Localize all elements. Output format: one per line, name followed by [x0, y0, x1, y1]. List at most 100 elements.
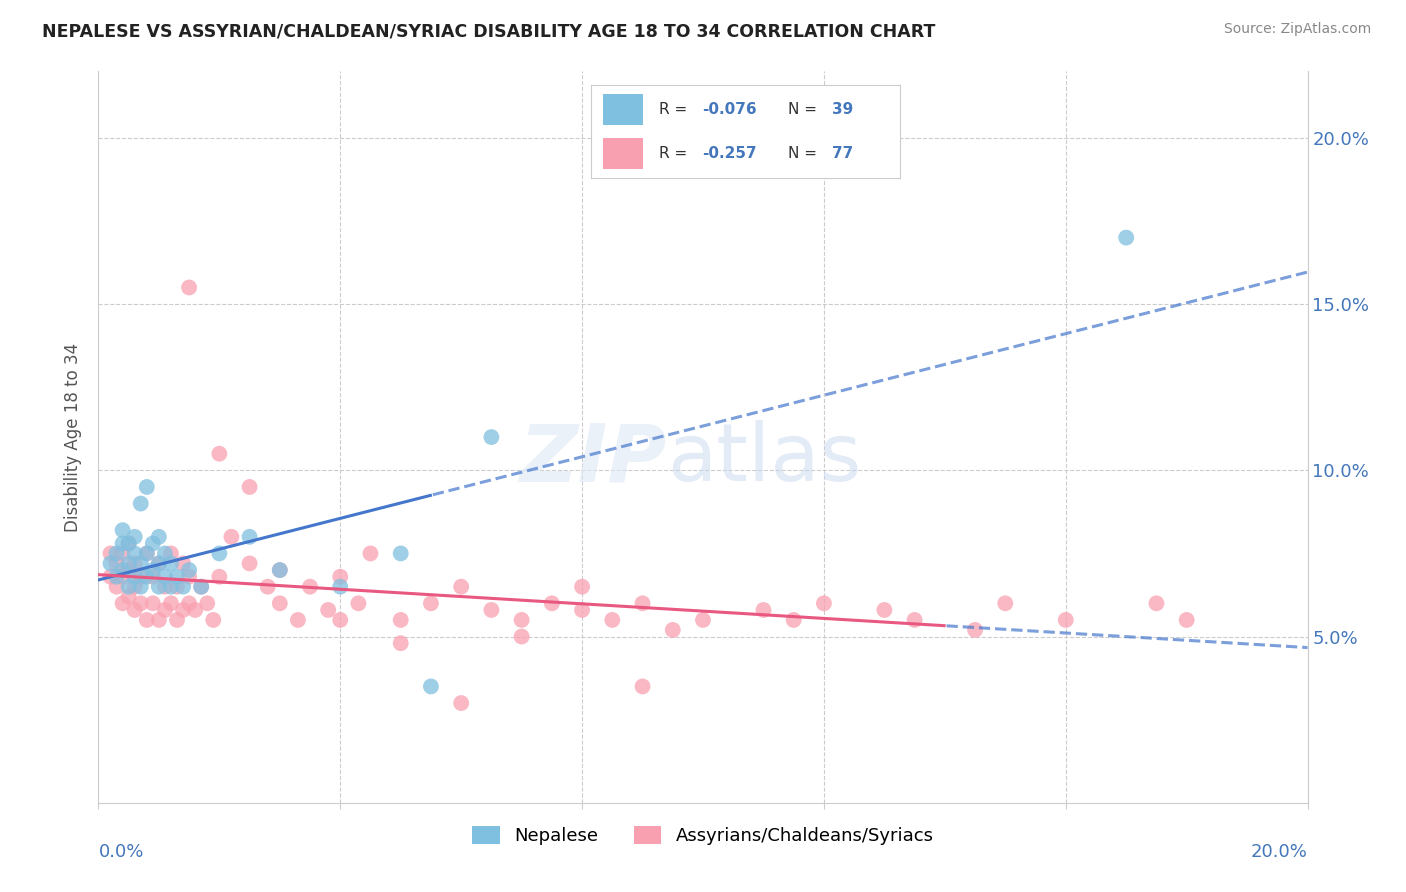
Point [239, 557, 262, 571]
Point [153, 603, 176, 617]
Point [208, 447, 231, 461]
Point [118, 557, 141, 571]
Point [172, 603, 194, 617]
Point [540, 596, 562, 610]
Point [389, 636, 412, 650]
Point [160, 580, 183, 594]
Point [166, 580, 188, 594]
Bar [603, 95, 643, 125]
Point [111, 536, 134, 550]
Point [208, 570, 231, 584]
Point [190, 580, 212, 594]
Point [100, 570, 122, 584]
Text: 0.0%: 0.0% [98, 843, 143, 861]
Legend: Nepalese, Assyrians/Chaldeans/Syriacs: Nepalese, Assyrians/Chaldeans/Syriacs [465, 819, 941, 852]
Point [179, 570, 201, 584]
Point [148, 530, 170, 544]
Point [510, 630, 533, 644]
Point [329, 570, 352, 584]
Point [202, 613, 225, 627]
Point [179, 596, 201, 610]
Point [172, 557, 194, 571]
Point [148, 613, 170, 627]
Point [179, 280, 201, 294]
Point [481, 603, 503, 617]
Point [195, 596, 218, 610]
Point [221, 530, 243, 544]
Text: atlas: atlas [666, 420, 860, 498]
Point [105, 580, 128, 594]
Point [118, 536, 141, 550]
Text: NEPALESE VS ASSYRIAN/CHALDEAN/SYRIAC DISABILITY AGE 18 TO 34 CORRELATION CHART: NEPALESE VS ASSYRIAN/CHALDEAN/SYRIAC DIS… [42, 22, 935, 40]
Point [329, 580, 352, 594]
Text: R =: R = [658, 146, 692, 161]
Point [105, 570, 128, 584]
Point [135, 480, 157, 494]
Point [172, 580, 194, 594]
Point [105, 546, 128, 560]
Point [602, 613, 624, 627]
Point [166, 613, 188, 627]
Point [124, 557, 146, 571]
Point [360, 546, 382, 560]
Point [153, 546, 176, 560]
Point [148, 557, 170, 571]
Point [118, 590, 141, 604]
Point [135, 546, 157, 560]
Point [510, 613, 533, 627]
Point [129, 557, 152, 571]
Point [299, 580, 322, 594]
Y-axis label: Disability Age 18 to 34: Disability Age 18 to 34 [65, 343, 83, 532]
Point [148, 580, 170, 594]
Text: 77: 77 [832, 146, 853, 161]
Point [105, 557, 128, 571]
Point [389, 613, 412, 627]
Point [118, 536, 141, 550]
Point [692, 613, 714, 627]
Point [269, 563, 291, 577]
Text: R =: R = [658, 102, 692, 117]
Point [111, 563, 134, 577]
Point [347, 596, 370, 610]
Point [124, 580, 146, 594]
Point [329, 613, 352, 627]
Point [873, 603, 896, 617]
Point [100, 557, 122, 571]
Point [1054, 613, 1077, 627]
Point [129, 570, 152, 584]
Point [287, 613, 309, 627]
Point [111, 546, 134, 560]
Point [100, 546, 122, 560]
Point [124, 603, 146, 617]
Point [124, 570, 146, 584]
Point [111, 596, 134, 610]
Point [269, 563, 291, 577]
Point [813, 596, 835, 610]
Text: -0.257: -0.257 [702, 146, 756, 161]
Point [148, 557, 170, 571]
Text: 39: 39 [832, 102, 853, 117]
Point [965, 623, 987, 637]
Bar [603, 138, 643, 169]
Point [1115, 230, 1137, 244]
Point [124, 546, 146, 560]
Point [124, 530, 146, 544]
Point [783, 613, 806, 627]
Point [153, 570, 176, 584]
Point [129, 497, 152, 511]
Point [256, 580, 278, 594]
Text: Source: ZipAtlas.com: Source: ZipAtlas.com [1223, 22, 1371, 37]
Point [450, 580, 472, 594]
Point [160, 557, 183, 571]
Point [160, 596, 183, 610]
Point [571, 603, 593, 617]
Point [129, 596, 152, 610]
Point [118, 563, 141, 577]
Point [904, 613, 927, 627]
Point [184, 603, 207, 617]
Point [1175, 613, 1198, 627]
Point [142, 563, 165, 577]
Point [208, 546, 231, 560]
Point [661, 623, 683, 637]
Point [420, 680, 443, 694]
